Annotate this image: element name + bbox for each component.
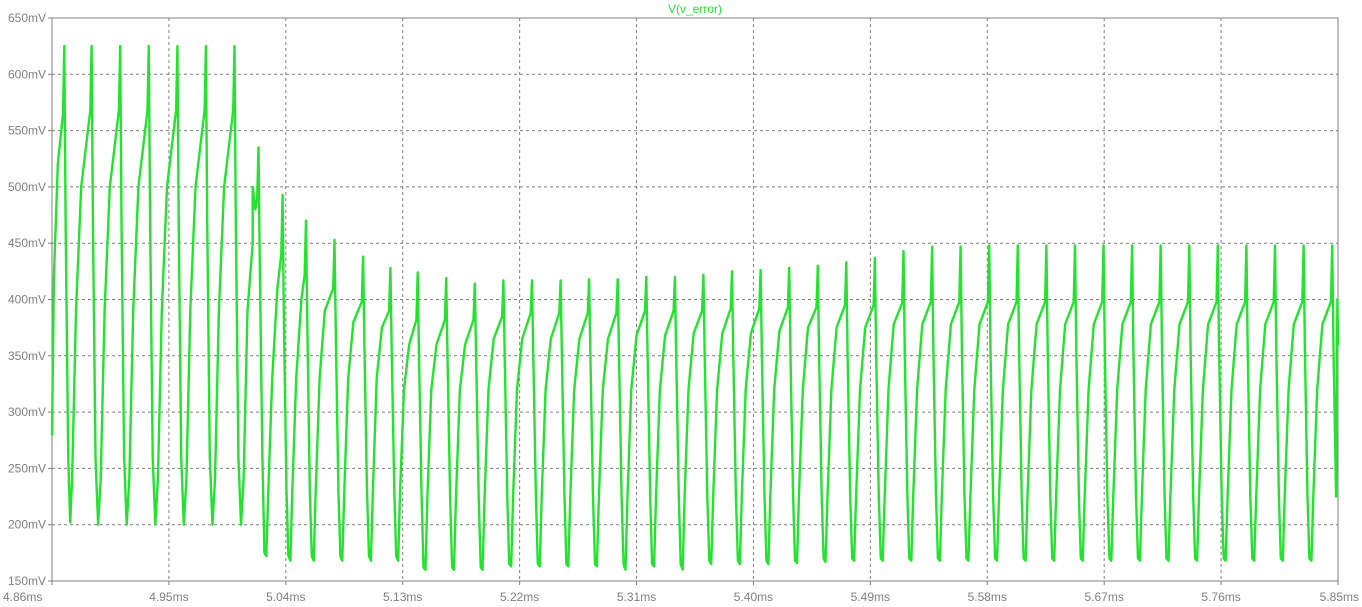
y-tick-label: 250mV	[8, 461, 46, 475]
y-tick-label: 400mV	[8, 293, 46, 307]
x-tick-label: 5.31ms	[617, 590, 656, 604]
series-line-v-error	[50, 44, 1340, 571]
y-tick-label: 500mV	[8, 180, 46, 194]
y-tick-label: 350mV	[8, 349, 46, 363]
x-tick-label: 5.58ms	[968, 590, 1007, 604]
x-tick-label: 5.22ms	[500, 590, 539, 604]
x-tick-label: 5.67ms	[1085, 590, 1124, 604]
x-tick-label: 4.86ms	[3, 590, 42, 604]
y-tick-label: 200mV	[8, 518, 46, 532]
y-tick-label: 150mV	[8, 574, 46, 588]
x-tick-label: 5.76ms	[1201, 590, 1240, 604]
trace-title[interactable]: V(v_error)	[668, 2, 722, 16]
y-tick-label: 650mV	[8, 11, 46, 25]
x-tick-label: 5.85ms	[1320, 590, 1359, 604]
x-tick-label: 5.13ms	[383, 590, 422, 604]
x-axis-ticks: 4.86ms 4.95ms 5.04ms 5.13ms 5.22ms 5.31ms 5.40…	[3, 581, 1359, 604]
y-tick-label: 300mV	[8, 405, 46, 419]
x-tick-label: 5.40ms	[734, 590, 773, 604]
y-tick-label: 550mV	[8, 124, 46, 138]
x-tick-label: 5.04ms	[266, 590, 305, 604]
grid	[52, 18, 1338, 581]
traces	[50, 44, 1340, 571]
y-tick-label: 450mV	[8, 236, 46, 250]
x-tick-label: 5.49ms	[851, 590, 890, 604]
y-axis-ticks: 150mV 200mV 250mV 300mV 350mV 400mV 450mV 500mV…	[8, 11, 52, 588]
y-tick-label: 600mV	[8, 67, 46, 81]
x-tick-label: 4.95ms	[149, 590, 188, 604]
